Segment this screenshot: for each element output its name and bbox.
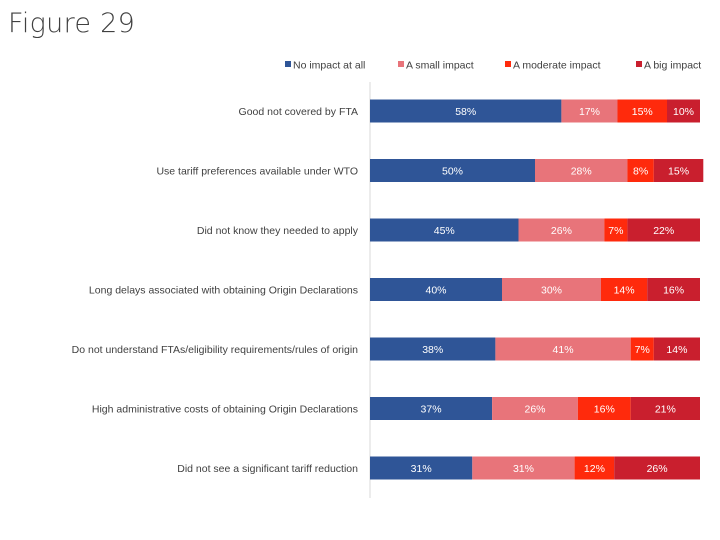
category-label: Use tariff preferences available under W…: [156, 166, 358, 178]
legend-label-2: A moderate impact: [513, 60, 601, 72]
data-label: 16%: [663, 285, 684, 297]
data-label: 26%: [524, 404, 545, 416]
figure-title: Figure 29: [8, 8, 136, 39]
data-label: 50%: [442, 166, 463, 178]
bar-segment: [630, 397, 700, 420]
data-label: 16%: [594, 404, 615, 416]
legend-swatch-3: [636, 61, 642, 67]
data-label: 26%: [647, 463, 668, 475]
legend-label-1: A small impact: [406, 60, 474, 72]
bar-segment: [370, 159, 535, 182]
data-label: 7%: [608, 225, 623, 237]
data-label: 22%: [653, 225, 674, 237]
data-label: 58%: [455, 106, 476, 118]
data-label: 10%: [673, 106, 694, 118]
category-label: Good not covered by FTA: [239, 106, 358, 118]
data-label: 15%: [632, 106, 653, 118]
bar-segment: [653, 337, 700, 361]
bar-segment: [614, 456, 700, 480]
bar-segment: [370, 397, 493, 420]
bar-segment: [518, 218, 605, 242]
bar-segment: [492, 397, 578, 420]
bar-segment: [370, 218, 519, 242]
data-label: 15%: [668, 166, 689, 178]
bar-segment: [617, 99, 667, 123]
bar-segment: [574, 456, 615, 480]
bar-segment: [627, 159, 654, 182]
bar-segment: [370, 456, 473, 480]
data-label: 7%: [635, 344, 650, 356]
legend-swatch-2: [505, 61, 511, 67]
bar-segment: [653, 159, 704, 182]
bar-segment: [667, 99, 700, 123]
legend-label-0: No impact at all: [293, 60, 365, 72]
data-label: 31%: [513, 463, 534, 475]
bar-segment: [370, 99, 562, 123]
data-label: 38%: [422, 344, 443, 356]
bar-segment: [647, 278, 700, 301]
data-label: 37%: [421, 404, 442, 416]
bar-segment: [561, 99, 618, 123]
data-label: 41%: [553, 344, 574, 356]
data-label: 12%: [584, 463, 605, 475]
bar-segment: [472, 456, 575, 480]
data-label: 14%: [666, 344, 687, 356]
data-label: 8%: [633, 166, 648, 178]
data-label: 26%: [551, 225, 572, 237]
bar-segment: [370, 337, 496, 361]
data-label: 28%: [571, 166, 592, 178]
category-label: Did not know they needed to apply: [197, 225, 359, 237]
bar-segment: [370, 278, 502, 301]
data-label: 30%: [541, 285, 562, 297]
bar-segment: [630, 337, 654, 361]
data-label: 45%: [434, 225, 455, 237]
bar-segment: [601, 278, 648, 301]
legend-swatch-1: [398, 61, 404, 67]
legend-swatch-0: [285, 61, 291, 67]
bar-segment: [535, 159, 628, 182]
category-label: Long delays associated with obtaining Or…: [89, 285, 358, 297]
data-label: 14%: [614, 285, 635, 297]
bar-segment: [577, 397, 631, 420]
bar-segment: [604, 218, 628, 242]
legend-label-3: A big impact: [644, 60, 701, 72]
data-label: 21%: [655, 404, 676, 416]
data-label: 31%: [411, 463, 432, 475]
bar-segment: [502, 278, 601, 301]
category-label: Did not see a significant tariff reducti…: [177, 463, 358, 475]
bar-segment: [495, 337, 631, 361]
category-label: Do not understand FTAs/eligibility requi…: [72, 344, 359, 356]
data-label: 40%: [425, 285, 446, 297]
category-label: High administrative costs of obtaining O…: [92, 404, 358, 416]
bar-segment: [627, 218, 700, 242]
data-label: 17%: [579, 106, 600, 118]
